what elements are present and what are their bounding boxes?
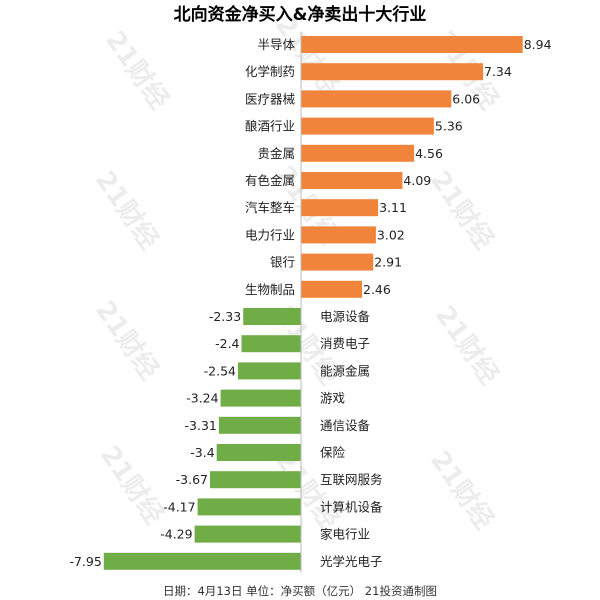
bar-电源设备 [243, 308, 301, 325]
bar-酿酒行业 [301, 117, 434, 135]
bar-保险 [216, 444, 301, 461]
value-label: -7.95 [69, 554, 101, 569]
value-label: 4.09 [403, 173, 431, 188]
value-label: 2.91 [374, 255, 402, 270]
category-label: 汽车整车 [245, 200, 295, 215]
value-label: 3.02 [377, 227, 405, 242]
watermark: 21财经 [89, 295, 165, 385]
value-label: -2.4 [215, 336, 239, 351]
watermark: 21财经 [424, 165, 500, 255]
value-label: -3.24 [186, 391, 218, 406]
chart-footer: 日期：4月13日 单位：净买额（亿元） 21投资通制图 [163, 584, 437, 598]
bar-通信设备 [218, 416, 301, 434]
bar-有色金属 [301, 172, 403, 189]
category-label: 有色金属 [245, 173, 295, 188]
chart-title: 北向资金净买入&净卖出十大行业 [174, 4, 427, 25]
bar-半导体 [301, 36, 523, 53]
bar-医疗器械 [301, 90, 452, 108]
bar-家电行业 [194, 525, 301, 543]
value-label: 3.11 [379, 200, 407, 215]
category-label: 消费电子 [320, 336, 370, 351]
bar-化学制药 [301, 63, 483, 81]
value-label: -4.29 [160, 527, 192, 542]
watermark: 21财经 [89, 165, 165, 255]
bars [103, 36, 523, 570]
bar-贵金属 [301, 144, 415, 162]
value-label: 4.56 [415, 146, 443, 161]
category-label: 酿酒行业 [245, 119, 295, 134]
value-label: -4.17 [163, 499, 195, 514]
bar-消费电子 [241, 335, 301, 353]
value-label: 7.34 [484, 64, 512, 79]
category-label: 化学制药 [245, 64, 295, 79]
category-label: 通信设备 [320, 418, 371, 433]
bar-生物制品 [301, 280, 362, 298]
bar-银行 [301, 253, 374, 271]
value-label: 8.94 [524, 37, 552, 52]
bar-光学光电子 [103, 552, 301, 570]
watermark: 21财经 [99, 25, 175, 115]
category-label: 电源设备 [320, 309, 371, 324]
value-label: 2.46 [363, 282, 391, 297]
value-label: 5.36 [435, 119, 463, 134]
category-label: 游戏 [320, 391, 345, 406]
bar-能源金属 [238, 362, 301, 380]
value-label: -3.31 [185, 418, 217, 433]
watermark: 21财经 [424, 445, 500, 535]
bar-互联网服务 [210, 471, 301, 489]
category-label: 互联网服务 [320, 472, 383, 487]
category-label: 光学光电子 [320, 554, 383, 569]
category-label: 能源金属 [320, 363, 370, 378]
category-label: 电力行业 [245, 227, 295, 242]
watermark: 21财经 [429, 300, 505, 390]
value-label: -2.33 [209, 309, 241, 324]
category-label: 银行 [270, 255, 295, 270]
category-label: 计算机设备 [320, 499, 383, 514]
category-label: 贵金属 [257, 146, 295, 161]
watermark: 21财经 [94, 440, 170, 530]
labels: 半导体 8.94 化学制药 7.34 医疗器械 6.06 酿酒行业 5.36 贵金属 4.56 有色… [69, 37, 551, 569]
category-label: 生物制品 [245, 282, 295, 297]
bar-电力行业 [301, 226, 376, 244]
category-label: 保险 [320, 445, 346, 460]
value-label: -3.67 [176, 472, 208, 487]
bar-汽车整车 [301, 199, 379, 217]
bar-游戏 [220, 389, 301, 407]
category-label: 家电行业 [320, 527, 370, 542]
category-label: 医疗器械 [245, 91, 296, 106]
value-label: 6.06 [452, 91, 480, 106]
bar-计算机设备 [197, 498, 301, 516]
category-label: 半导体 [257, 37, 295, 52]
value-label: -3.4 [190, 445, 214, 460]
value-label: -2.54 [204, 363, 236, 378]
